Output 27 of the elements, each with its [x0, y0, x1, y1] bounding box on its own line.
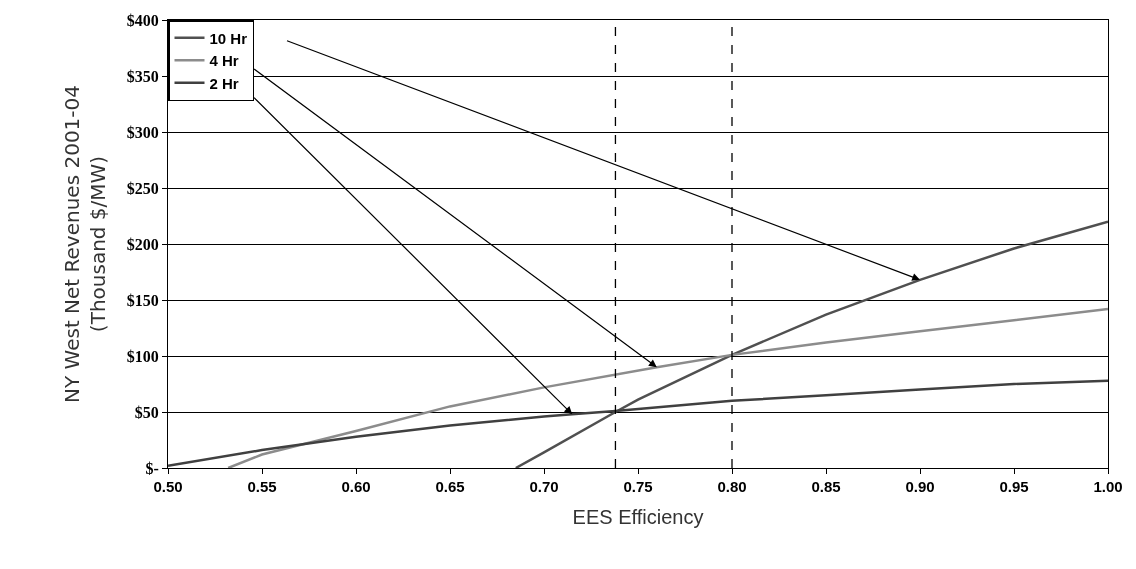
- x-tick-label: 0.90: [905, 478, 935, 495]
- y-tick-label: $350: [126, 67, 159, 85]
- x-tick-label: 0.70: [529, 478, 559, 495]
- y-tick-label: $250: [126, 179, 159, 197]
- x-tick-label: 0.60: [341, 478, 371, 495]
- line-series: [514, 220, 1108, 468]
- legend-label: 10 Hr: [209, 29, 248, 47]
- x-tick-label: 0.80: [717, 478, 747, 495]
- x-tick-label: 0.55: [247, 478, 277, 495]
- legend-label: 4 Hr: [209, 52, 239, 70]
- y-tick-label: $50: [134, 403, 159, 421]
- y-tick-label: $200: [126, 235, 159, 253]
- legend-label: 2 Hr: [209, 74, 239, 92]
- y-tick-label: $100: [126, 347, 159, 365]
- x-tick-label: 0.75: [623, 478, 653, 495]
- y-tick-label: $150: [126, 291, 159, 309]
- line-series: [226, 307, 1108, 468]
- y-tick-label: $400: [126, 11, 159, 29]
- x-tick-label: 1.00: [1093, 478, 1123, 495]
- y-tick-label: $-: [145, 459, 159, 477]
- x-tick-label: 0.50: [153, 478, 183, 495]
- y-axis-title: NY West Net Revenues 2001-04 (Thousand $/MW): [60, 85, 111, 403]
- x-tick-label: 0.85: [811, 478, 841, 495]
- y-tick-label: $300: [126, 123, 159, 141]
- x-tick-label: 0.95: [999, 478, 1029, 495]
- x-tick-label: 0.65: [435, 478, 465, 495]
- x-axis-title: EES Efficiency: [572, 505, 704, 528]
